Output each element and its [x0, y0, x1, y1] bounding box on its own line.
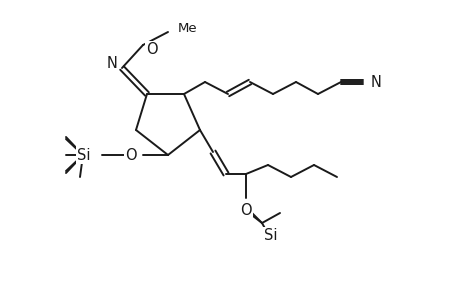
Text: Me: Me	[178, 22, 197, 34]
Text: N: N	[370, 74, 381, 89]
Text: O: O	[125, 148, 137, 163]
Text: N: N	[107, 56, 118, 71]
Text: Si: Si	[77, 148, 91, 163]
Text: O: O	[146, 42, 157, 57]
Text: Si: Si	[263, 228, 277, 243]
Text: O: O	[240, 203, 251, 218]
